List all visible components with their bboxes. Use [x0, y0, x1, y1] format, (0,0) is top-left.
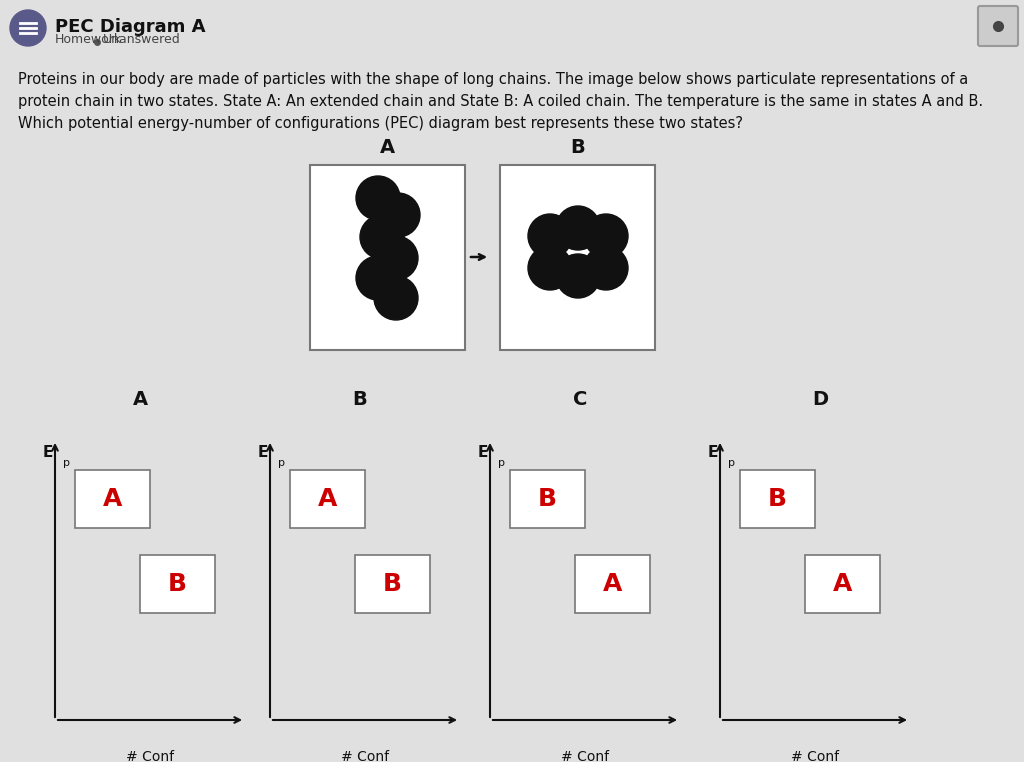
Text: A: A [317, 487, 337, 511]
Circle shape [556, 254, 600, 298]
Text: Homework: Homework [55, 33, 122, 46]
Text: p: p [278, 458, 285, 468]
Text: B: B [538, 487, 557, 511]
Circle shape [10, 10, 46, 46]
Circle shape [528, 214, 572, 258]
Text: PEC Diagram A: PEC Diagram A [55, 18, 206, 36]
Text: # Conf: # Conf [561, 750, 609, 762]
Text: p: p [728, 458, 735, 468]
Text: Proteins in our body are made of particles with the shape of long chains. The im: Proteins in our body are made of particl… [18, 72, 969, 87]
Text: E: E [708, 445, 718, 460]
Text: A: A [380, 138, 395, 157]
FancyBboxPatch shape [805, 555, 880, 613]
FancyBboxPatch shape [290, 470, 365, 528]
Circle shape [584, 246, 628, 290]
Circle shape [374, 236, 418, 280]
FancyBboxPatch shape [140, 555, 215, 613]
Text: A: A [603, 572, 623, 596]
Text: B: B [168, 572, 187, 596]
Text: A: A [833, 572, 852, 596]
Circle shape [528, 246, 572, 290]
Text: # Conf: # Conf [126, 750, 174, 762]
Text: E: E [258, 445, 268, 460]
Text: B: B [352, 390, 368, 409]
Text: protein chain in two states. State A: An extended chain and State B: A coiled ch: protein chain in two states. State A: An… [18, 94, 983, 109]
Text: Unanswered: Unanswered [103, 33, 181, 46]
Circle shape [376, 193, 420, 237]
Text: E: E [477, 445, 488, 460]
Text: B: B [768, 487, 787, 511]
Text: B: B [383, 572, 402, 596]
Text: # Conf: # Conf [791, 750, 839, 762]
FancyBboxPatch shape [310, 165, 465, 350]
Text: A: A [132, 390, 147, 409]
Text: E: E [43, 445, 53, 460]
Text: D: D [812, 390, 828, 409]
Text: # Conf: # Conf [341, 750, 389, 762]
FancyBboxPatch shape [75, 470, 150, 528]
FancyBboxPatch shape [510, 470, 585, 528]
FancyBboxPatch shape [575, 555, 650, 613]
Circle shape [356, 176, 400, 220]
FancyBboxPatch shape [500, 165, 655, 350]
Text: B: B [570, 138, 585, 157]
Circle shape [556, 206, 600, 250]
FancyBboxPatch shape [740, 470, 815, 528]
Text: p: p [498, 458, 505, 468]
Circle shape [360, 215, 404, 259]
Circle shape [584, 214, 628, 258]
Text: A: A [102, 487, 122, 511]
FancyBboxPatch shape [355, 555, 430, 613]
Circle shape [356, 256, 400, 300]
Text: C: C [572, 390, 587, 409]
Text: p: p [63, 458, 70, 468]
Text: Which potential energy-number of configurations (PEC) diagram best represents th: Which potential energy-number of configu… [18, 116, 743, 131]
FancyBboxPatch shape [978, 6, 1018, 46]
Circle shape [374, 276, 418, 320]
